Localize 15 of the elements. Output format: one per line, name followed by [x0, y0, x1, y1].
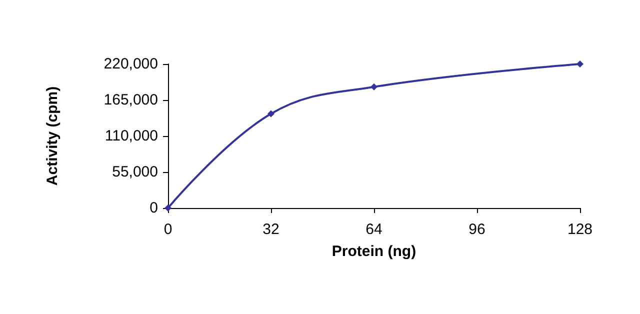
x-tick-label: 32: [262, 221, 280, 238]
y-tick-label: 165,000: [104, 92, 158, 108]
y-tick-label: 220,000: [104, 56, 158, 72]
x-axis-title: Protein (ng): [332, 243, 416, 260]
point: [370, 83, 378, 90]
y-tick-label: 55,000: [112, 164, 158, 180]
y-tick-label: 0: [150, 200, 158, 216]
y-tick-label: 110,000: [104, 128, 158, 144]
y-axis-title: Activity (cpm): [44, 86, 61, 186]
x-tick-label: 0: [164, 221, 172, 238]
x-tick-label: 128: [567, 221, 593, 238]
point: [268, 110, 274, 118]
x-tick-label: 96: [468, 221, 486, 238]
x-tick-label: 64: [366, 221, 382, 238]
point: [576, 60, 584, 68]
